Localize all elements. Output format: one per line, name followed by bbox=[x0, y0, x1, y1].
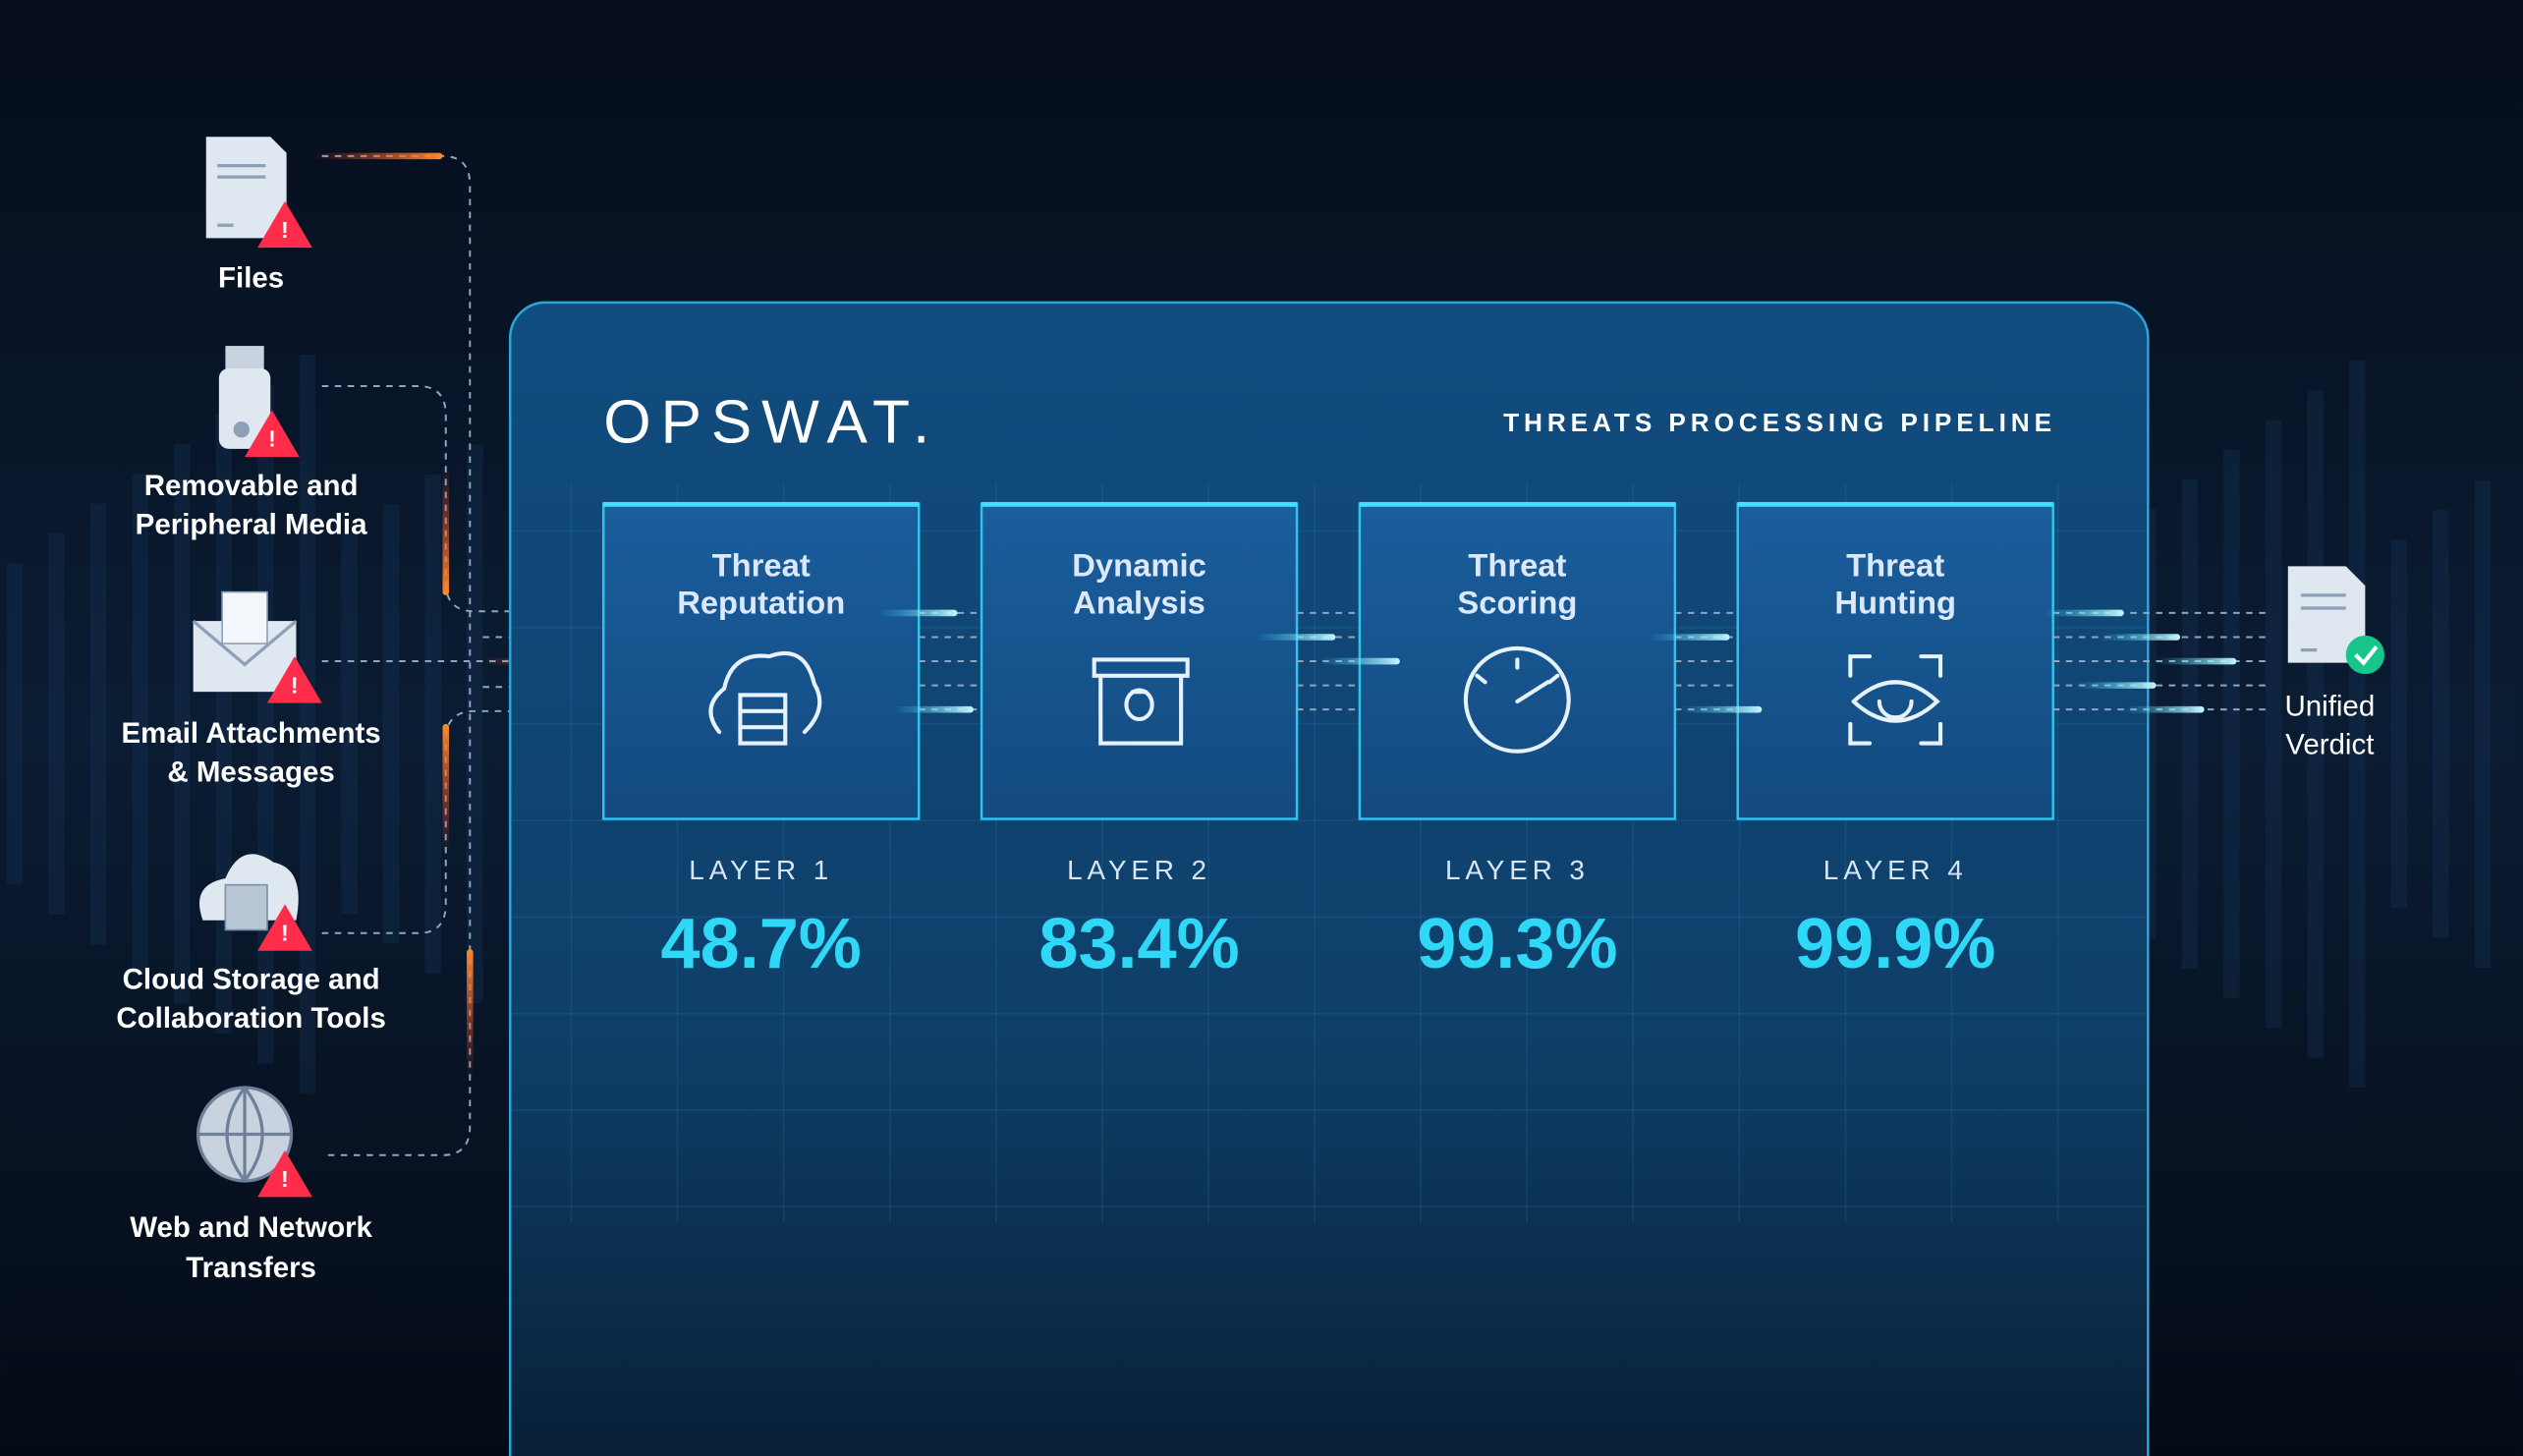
warning-mark: ! bbox=[281, 1166, 289, 1192]
data-streak bbox=[1318, 657, 1400, 665]
bar bbox=[132, 474, 148, 975]
bar bbox=[2474, 479, 2492, 968]
layer-box bbox=[980, 502, 1299, 820]
layer-icon bbox=[708, 650, 822, 746]
data-streak bbox=[1649, 634, 1730, 641]
layer-label: LAYER 3 bbox=[1445, 855, 1590, 885]
warning-icon bbox=[257, 200, 312, 249]
file-lines bbox=[217, 164, 266, 227]
source-label: Peripheral Media bbox=[136, 508, 367, 540]
bar bbox=[2390, 539, 2407, 909]
bar bbox=[341, 533, 358, 915]
warning-mark: ! bbox=[268, 426, 276, 452]
source-label: Cloud Storage and bbox=[123, 964, 380, 996]
layer-box-top bbox=[981, 501, 1298, 507]
bar bbox=[382, 504, 400, 944]
bar bbox=[6, 563, 24, 885]
letter bbox=[221, 590, 268, 644]
warning-icon bbox=[257, 904, 312, 951]
layer-icon bbox=[1092, 657, 1190, 746]
bar bbox=[174, 443, 191, 1004]
data-streak bbox=[2043, 609, 2124, 617]
layer-name: Scoring bbox=[1457, 584, 1577, 620]
layer-box bbox=[1736, 502, 2054, 820]
bar bbox=[2433, 510, 2449, 938]
bar bbox=[2223, 449, 2240, 999]
brand-logo: OPSWAT. bbox=[603, 388, 939, 456]
bar bbox=[2307, 390, 2324, 1058]
layer-box-top bbox=[1359, 501, 1675, 507]
warning-icon bbox=[245, 410, 300, 458]
bar bbox=[89, 503, 107, 945]
data-streak bbox=[892, 705, 974, 713]
verdict-label: Verdict bbox=[2285, 729, 2374, 761]
layer-rate: 83.4% bbox=[1038, 905, 1239, 983]
source-label: Removable and bbox=[144, 470, 359, 502]
bar bbox=[2181, 478, 2199, 969]
source-label: Collaboration Tools bbox=[116, 1002, 386, 1035]
warning-mark: ! bbox=[281, 920, 289, 945]
verdict-icon bbox=[2287, 566, 2385, 675]
layer-icon bbox=[1848, 654, 1943, 746]
usb-led bbox=[233, 421, 250, 438]
warning-mark: ! bbox=[291, 672, 299, 698]
layer-name: Dynamic bbox=[1072, 547, 1206, 584]
layer-box bbox=[602, 502, 921, 820]
layer-label: LAYER 4 bbox=[1823, 855, 1968, 885]
layer-label: LAYER 1 bbox=[689, 855, 833, 885]
data-streak bbox=[2100, 634, 2181, 641]
source-label: Email Attachments bbox=[122, 717, 381, 750]
layer-box-top bbox=[1737, 501, 2053, 507]
data-streak bbox=[2075, 682, 2157, 689]
source-label: & Messages bbox=[167, 756, 334, 788]
file-icon bbox=[205, 137, 287, 239]
bar bbox=[299, 355, 316, 1093]
data-streak bbox=[2123, 705, 2205, 713]
data-streak bbox=[1681, 705, 1763, 713]
data-streak bbox=[876, 609, 958, 617]
warning-icon bbox=[266, 656, 322, 703]
source-label: Files bbox=[218, 262, 284, 295]
layer-rate: 99.3% bbox=[1417, 905, 1617, 983]
layer-rate: 48.7% bbox=[661, 905, 862, 983]
pipeline-title: THREATS PROCESSING PIPELINE bbox=[1503, 408, 2056, 437]
bar bbox=[424, 475, 441, 974]
data-streak bbox=[1255, 634, 1336, 641]
source-label: Web and Network bbox=[130, 1211, 372, 1244]
globe-lines bbox=[197, 1087, 292, 1182]
layer-name: Reputation bbox=[677, 584, 845, 620]
data-streak bbox=[2156, 657, 2237, 665]
verdict-label: Unified bbox=[2284, 690, 2375, 722]
layer-name: Analysis bbox=[1073, 584, 1205, 620]
server-icon bbox=[224, 883, 268, 931]
layer-rate: 99.9% bbox=[1795, 905, 1995, 983]
usb-body bbox=[218, 368, 271, 449]
layer-name: Hunting bbox=[1834, 584, 1956, 620]
layer-icon bbox=[1463, 645, 1571, 754]
layer-name: Threat bbox=[712, 547, 811, 584]
bar bbox=[2348, 360, 2366, 1088]
bar bbox=[2265, 420, 2282, 1029]
warning-icon bbox=[257, 1149, 312, 1198]
bar bbox=[48, 532, 65, 915]
layer-name: Threat bbox=[1468, 547, 1566, 584]
bar bbox=[467, 444, 483, 1004]
usb-cap bbox=[225, 346, 264, 372]
envelope-flap bbox=[192, 619, 298, 667]
layer-box-top bbox=[603, 501, 920, 507]
layer-name: Threat bbox=[1846, 547, 1944, 584]
warning-mark: ! bbox=[281, 217, 289, 243]
source-label: Transfers bbox=[186, 1252, 316, 1284]
layer-label: LAYER 2 bbox=[1067, 855, 1211, 885]
